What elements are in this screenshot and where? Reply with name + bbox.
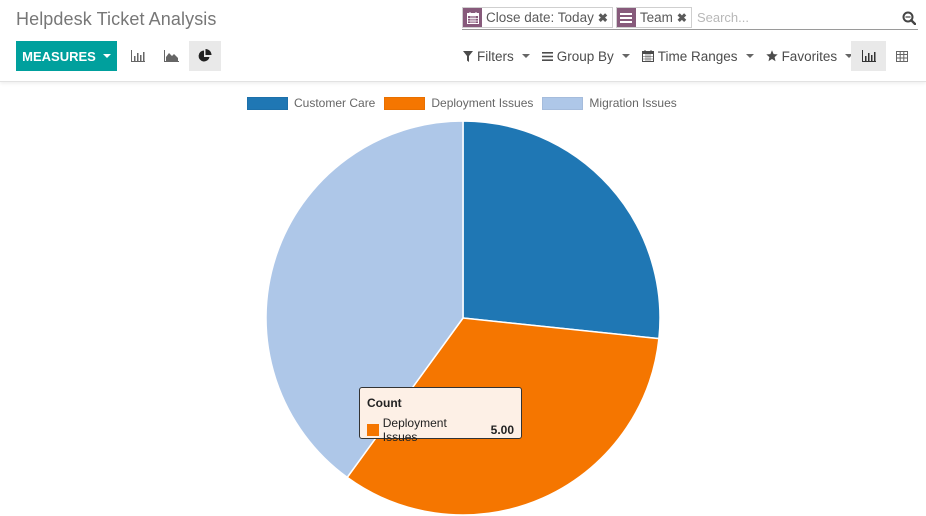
legend-label: Migration Issues bbox=[589, 96, 677, 110]
calendar-icon bbox=[641, 50, 654, 62]
legend-swatch bbox=[384, 96, 426, 110]
caret-down-icon bbox=[745, 54, 754, 58]
chart-legend: Customer Care Deployment Issues Migratio… bbox=[247, 96, 686, 110]
measures-label: MEASURES bbox=[22, 48, 96, 64]
facet-remove-icon[interactable]: ✖ bbox=[597, 10, 608, 25]
calendar-icon bbox=[463, 8, 482, 27]
bars-icon bbox=[541, 51, 553, 61]
time-ranges-label: Time Ranges bbox=[657, 48, 738, 64]
pivot-view-button[interactable] bbox=[884, 41, 919, 71]
chart-tooltip: Count Deployment Issues 5.00 bbox=[359, 387, 522, 444]
facet-label: Close date: Today bbox=[486, 10, 594, 25]
caret-down-icon bbox=[102, 54, 111, 58]
time-ranges-dropdown[interactable]: Time Ranges bbox=[641, 48, 754, 64]
search-icon[interactable] bbox=[900, 11, 918, 25]
facet-remove-icon[interactable]: ✖ bbox=[676, 10, 687, 25]
group-by-icon bbox=[616, 8, 636, 27]
group-by-dropdown[interactable]: Group By bbox=[541, 48, 630, 64]
measures-button[interactable]: MEASURES bbox=[16, 41, 117, 71]
line-chart-icon bbox=[163, 50, 179, 62]
tooltip-row: Deployment Issues 5.00 bbox=[367, 416, 514, 444]
bar-chart-icon bbox=[131, 50, 145, 62]
legend-item-migration-issues[interactable]: Migration Issues bbox=[542, 96, 677, 110]
caret-down-icon bbox=[521, 54, 530, 58]
filters-dropdown[interactable]: Filters bbox=[463, 49, 530, 64]
pie-slice-customer-care[interactable] bbox=[462, 120, 661, 340]
tooltip-title: Count bbox=[367, 396, 402, 410]
caret-down-icon bbox=[845, 54, 854, 58]
pivot-view-icon bbox=[895, 50, 908, 62]
search-input[interactable] bbox=[694, 7, 900, 28]
star-icon bbox=[765, 50, 778, 62]
favorites-dropdown[interactable]: Favorites bbox=[765, 48, 854, 64]
line-chart-mode-button[interactable] bbox=[155, 41, 187, 71]
page-title: Helpdesk Ticket Analysis bbox=[16, 9, 217, 29]
facet-close-date: Close date: Today ✖ bbox=[462, 7, 613, 28]
search-bar: Close date: Today ✖ Team ✖ bbox=[462, 6, 918, 30]
filters-label: Filters bbox=[477, 48, 514, 64]
tooltip-value: 5.00 bbox=[490, 423, 514, 437]
bar-chart-mode-button[interactable] bbox=[122, 41, 154, 71]
legend-label: Customer Care bbox=[294, 96, 376, 110]
facet-label: Team bbox=[639, 10, 673, 25]
group-by-label: Group By bbox=[556, 48, 614, 64]
legend-item-customer-care[interactable]: Customer Care bbox=[247, 96, 375, 110]
tooltip-label: Deployment Issues bbox=[382, 416, 447, 444]
graph-view-icon bbox=[861, 50, 876, 62]
facet-team: Team ✖ bbox=[615, 7, 692, 28]
favorites-label: Favorites bbox=[781, 48, 838, 64]
pie-chart-mode-button[interactable] bbox=[189, 41, 221, 71]
legend-swatch bbox=[542, 96, 584, 110]
legend-swatch bbox=[247, 96, 288, 110]
legend-label: Deployment Issues bbox=[431, 96, 534, 110]
pie-slice-migration-issues[interactable] bbox=[265, 120, 464, 479]
filter-icon bbox=[463, 50, 473, 62]
graph-view-button[interactable] bbox=[851, 41, 886, 71]
caret-down-icon bbox=[621, 54, 630, 58]
pie-chart-icon bbox=[198, 49, 212, 62]
legend-item-deployment-issues[interactable]: Deployment Issues bbox=[384, 96, 533, 110]
control-panel: Helpdesk Ticket Analysis MEASURES bbox=[0, 0, 926, 82]
search-options: Filters Group By Time Ranges Favorites bbox=[463, 46, 865, 66]
tooltip-swatch bbox=[367, 424, 379, 436]
